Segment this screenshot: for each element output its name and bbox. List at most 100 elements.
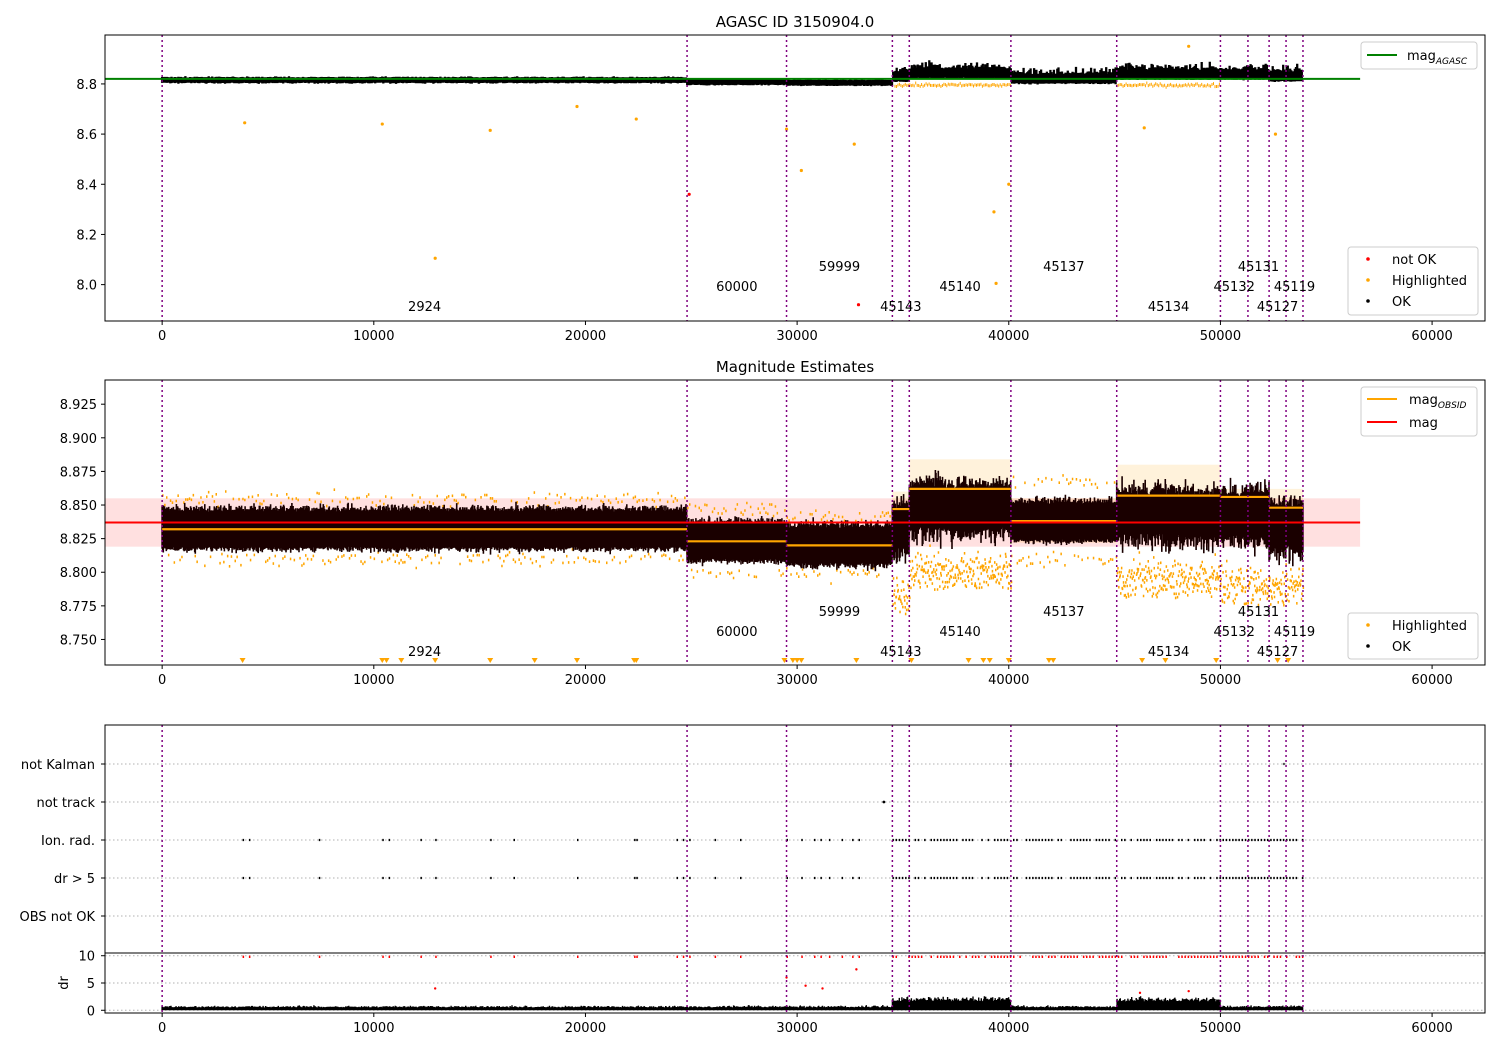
agasc-axis-ticks: 0 10000 20000 30000 40000 50000 60000 8.0 8.2 8.4…	[76, 78, 1452, 344]
obsid-label: 45127	[1257, 645, 1298, 660]
agasc-points	[160, 44, 1303, 307]
obsid-label: 2924	[408, 300, 441, 315]
x-tick-label: 30000	[776, 1021, 817, 1036]
flag-points	[242, 838, 1304, 880]
clipped-point-marker	[1050, 658, 1057, 663]
legend-highlighted-label: Highlighted	[1392, 619, 1467, 634]
clipped-point-marker	[853, 658, 860, 663]
dr-tick-label: 5	[87, 977, 95, 992]
agasc-line-legend: magAGASC	[1360, 41, 1478, 70]
clipped-point-marker	[1162, 658, 1169, 663]
flag-row-label: not Kalman	[21, 758, 95, 773]
obsid-label: 45134	[1148, 645, 1189, 660]
y-tick-label: 8.850	[60, 499, 97, 514]
magnitude-panel: Magnitude Estimates 2924 60000 59999 45143 4…	[60, 358, 1486, 688]
obsid-label: 45134	[1148, 300, 1189, 315]
highlighted-point	[433, 256, 437, 260]
y-tick-label: 8.6	[76, 128, 97, 143]
magnitude-axis-ticks: 0 10000 20000 30000 40000 50000 60000 8.750 8.77…	[60, 398, 1453, 688]
clipped-point-marker	[573, 658, 580, 663]
x-tick-label: 10000	[353, 329, 394, 344]
flags-plot-area	[105, 725, 1485, 1013]
x-tick-label: 60000	[1411, 673, 1452, 688]
obsid-label: 45119	[1274, 625, 1315, 640]
obsid-mag-legend-label: magOBSID	[1409, 393, 1467, 411]
x-tick-label: 40000	[988, 1021, 1029, 1036]
not-ok-point	[856, 303, 861, 307]
flags-axis-ticks: not Kalman not track Ion. rad. dr > 5 OBS no…	[20, 758, 1453, 1036]
not-kalman-point	[1009, 762, 1013, 766]
clipped-point-marker	[794, 658, 801, 663]
dr-tick-label: 10	[78, 950, 95, 965]
dr-tick-label: 0	[87, 1004, 95, 1019]
x-tick-label: 10000	[353, 1021, 394, 1036]
x-tick-label: 50000	[1200, 329, 1241, 344]
highlighted-point	[243, 121, 247, 125]
obsid-label: 45131	[1238, 260, 1279, 275]
agasc-plot-area: 2924600005999945143451404513745134451324…	[105, 35, 1361, 321]
x-tick-label: 20000	[565, 1021, 606, 1036]
legend-not-ok-marker	[1366, 257, 1370, 261]
highlighted-point	[799, 168, 803, 173]
x-tick-label: 10000	[353, 673, 394, 688]
x-tick-label: 40000	[988, 329, 1029, 344]
obsid-label: 2924	[408, 645, 441, 660]
x-tick-label: 30000	[776, 329, 817, 344]
y-tick-label: 8.8	[76, 78, 97, 93]
clipped-point-marker	[789, 658, 796, 663]
legend-ok-label: OK	[1392, 295, 1411, 310]
flags-panel: not Kalman not track Ion. rad. dr > 5 OBS no…	[20, 724, 1486, 1036]
ok-points	[160, 60, 1303, 87]
legend-ok-marker	[1366, 299, 1370, 303]
magnitude-axes-frame	[104, 379, 1486, 666]
obsid-label: 45140	[939, 625, 980, 640]
legend-not-ok-label: not OK	[1392, 253, 1437, 268]
x-tick-label: 20000	[565, 329, 606, 344]
clipped-point-marker	[798, 658, 805, 663]
flag-row-label: OBS not OK	[20, 910, 96, 925]
x-tick-label: 0	[158, 329, 166, 344]
agasc-axes-frame	[104, 34, 1486, 322]
not-ok-point	[687, 192, 691, 196]
obsid-label: 45119	[1274, 280, 1315, 295]
clipped-point-marker	[379, 658, 386, 663]
obsid-label: 45132	[1214, 280, 1255, 295]
clipped-point-marker	[487, 658, 494, 663]
obsid-label: 60000	[716, 280, 757, 295]
obsid-label: 59999	[819, 605, 860, 620]
obsid-label: 45132	[1214, 625, 1255, 640]
clipped-point-marker	[239, 658, 246, 663]
agasc-line-legend-label: magAGASC	[1407, 49, 1468, 67]
clipped-point-marker	[383, 658, 390, 663]
agasc-points-legend: not OK Highlighted OK	[1347, 246, 1479, 316]
flag-row-label: not track	[36, 796, 95, 811]
obsid-label: 45131	[1238, 605, 1279, 620]
dr-outlier-point	[1138, 991, 1142, 995]
magnitude-points	[105, 459, 1361, 663]
x-tick-label: 20000	[565, 673, 606, 688]
clipped-point-marker	[633, 658, 640, 663]
y-tick-label: 8.0	[76, 279, 97, 294]
clipped-point-marker	[986, 658, 993, 663]
x-tick-label: 30000	[776, 673, 817, 688]
legend-ok-label: OK	[1392, 640, 1411, 655]
clipped-point-marker	[1285, 658, 1292, 663]
clipped-point-marker	[980, 658, 987, 663]
panel-title: AGASC ID 3150904.0	[716, 13, 875, 31]
obsid-label: 59999	[819, 260, 860, 275]
dr-axis-label: dr	[57, 976, 72, 990]
highlighted-point	[994, 281, 998, 285]
highlighted-point	[634, 117, 638, 121]
y-tick-label: 8.925	[60, 398, 97, 413]
clipped-point-marker	[398, 658, 405, 663]
clipped-point-marker	[965, 658, 972, 663]
dr-points	[161, 996, 1304, 1011]
obsid-label: 45127	[1257, 300, 1298, 315]
x-tick-label: 50000	[1200, 673, 1241, 688]
not-kalman-point	[1282, 762, 1286, 766]
obsid-label: 45143	[880, 645, 921, 660]
clipped-point-marker	[908, 658, 915, 663]
dr-outlier-point	[804, 984, 807, 987]
dr-outlier-point	[855, 968, 858, 971]
